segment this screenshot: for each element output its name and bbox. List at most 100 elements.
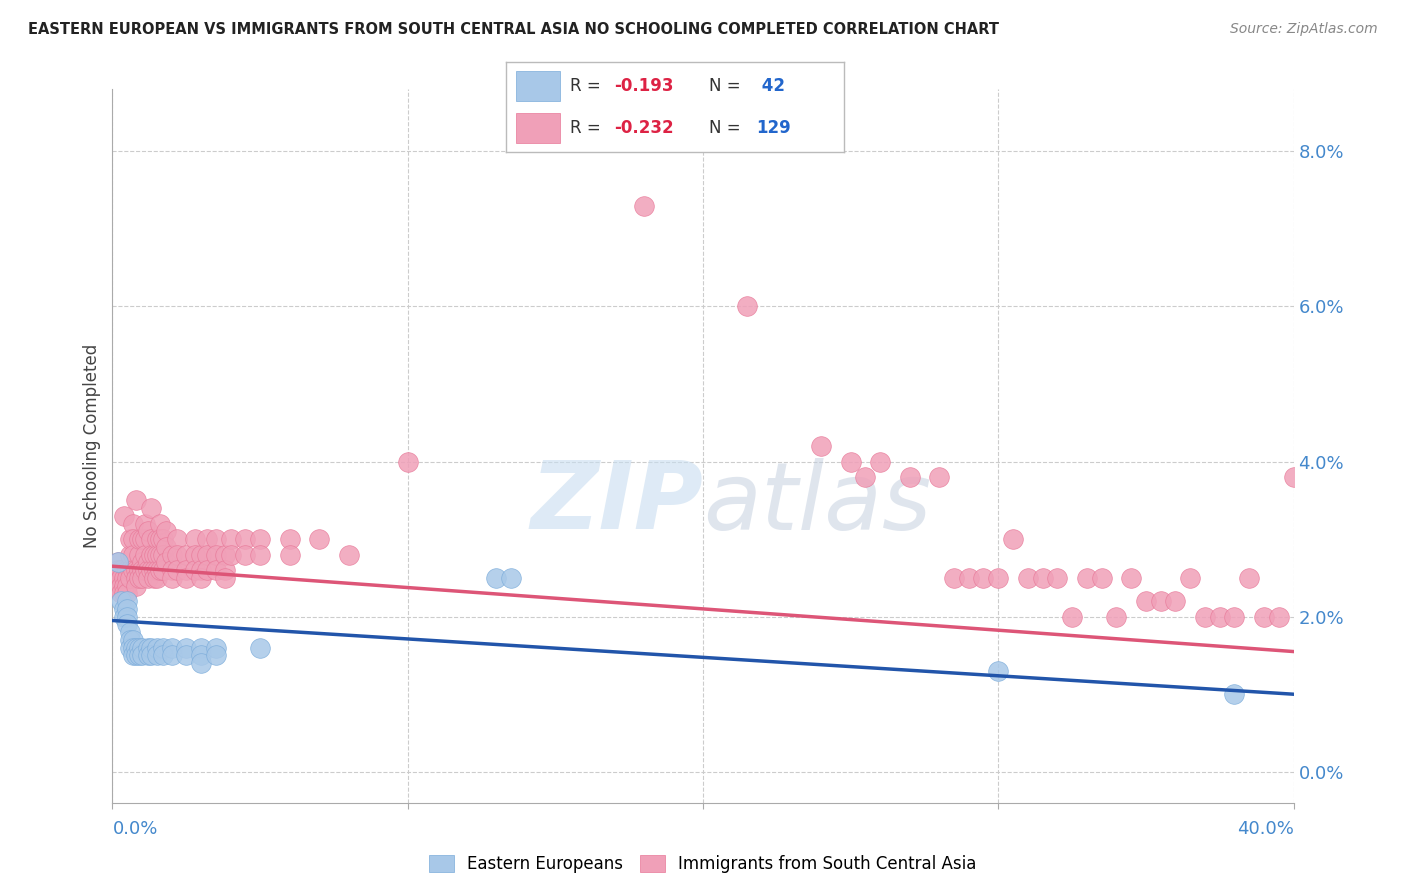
Point	[1032, 571, 1054, 585]
Point	[117, 609, 138, 624]
Text: 40.0%: 40.0%	[1237, 820, 1294, 838]
Bar	[516, 71, 560, 101]
Point	[973, 571, 995, 585]
Point	[987, 664, 1010, 678]
Point	[139, 501, 162, 516]
Point	[122, 548, 145, 562]
Text: 42: 42	[756, 77, 785, 95]
Y-axis label: No Schooling Completed: No Schooling Completed	[83, 344, 101, 548]
Point	[149, 563, 172, 577]
Text: 0.0%: 0.0%	[112, 820, 157, 838]
Text: ZIP: ZIP	[530, 457, 703, 549]
Point	[149, 516, 172, 531]
Point	[122, 648, 145, 663]
Point	[1223, 687, 1246, 701]
Point	[117, 563, 138, 577]
Point	[195, 563, 218, 577]
Point	[131, 571, 153, 585]
Point	[190, 571, 212, 585]
Point	[107, 563, 129, 577]
Bar	[516, 113, 560, 143]
Text: N =: N =	[709, 119, 745, 137]
Point	[139, 563, 162, 577]
Point	[1282, 470, 1305, 484]
Point	[1150, 594, 1173, 608]
Point	[149, 532, 172, 546]
Point	[1076, 571, 1098, 585]
Point	[155, 524, 177, 539]
Point	[1105, 609, 1128, 624]
Text: 129: 129	[756, 119, 790, 137]
Point	[190, 640, 212, 655]
Point	[1164, 594, 1187, 608]
Point	[1223, 609, 1246, 624]
Point	[205, 563, 228, 577]
Point	[146, 648, 169, 663]
Point	[146, 548, 169, 562]
Point	[120, 563, 142, 577]
Point	[112, 579, 135, 593]
Point	[152, 548, 174, 562]
Point	[214, 548, 236, 562]
Point	[633, 198, 655, 212]
Point	[146, 640, 169, 655]
Point	[152, 640, 174, 655]
Point	[136, 555, 159, 569]
Point	[233, 532, 256, 546]
Point	[131, 532, 153, 546]
Point	[1001, 532, 1024, 546]
Point	[205, 648, 228, 663]
Point	[155, 555, 177, 569]
Point	[112, 602, 135, 616]
Point	[134, 532, 156, 546]
Point	[160, 640, 183, 655]
Point	[1239, 571, 1261, 585]
Text: -0.193: -0.193	[614, 77, 673, 95]
Point	[810, 439, 832, 453]
Point	[166, 548, 188, 562]
Point	[112, 586, 135, 600]
Point	[112, 508, 135, 523]
Point	[214, 571, 236, 585]
Point	[1091, 571, 1114, 585]
Point	[152, 532, 174, 546]
Point	[139, 640, 162, 655]
Point	[485, 571, 508, 585]
Point	[142, 571, 165, 585]
Point	[131, 640, 153, 655]
Point	[195, 548, 218, 562]
Point	[249, 548, 271, 562]
Point	[112, 571, 135, 585]
Point	[1208, 609, 1232, 624]
Point	[139, 532, 162, 546]
Point	[1046, 571, 1069, 585]
Point	[205, 532, 228, 546]
Point	[122, 516, 145, 531]
Point	[136, 563, 159, 577]
Point	[160, 648, 183, 663]
Point	[110, 586, 132, 600]
Point	[110, 563, 132, 577]
Point	[219, 532, 242, 546]
Point	[117, 586, 138, 600]
Point	[987, 571, 1010, 585]
Point	[120, 640, 142, 655]
Point	[110, 571, 132, 585]
Point	[160, 571, 183, 585]
Point	[501, 571, 523, 585]
Point	[737, 299, 759, 313]
Text: -0.232: -0.232	[614, 119, 673, 137]
Point	[149, 548, 172, 562]
Point	[120, 548, 142, 562]
Point	[136, 524, 159, 539]
Point	[139, 548, 162, 562]
Point	[131, 563, 153, 577]
Point	[337, 548, 360, 562]
Point	[128, 571, 150, 585]
Point	[134, 563, 156, 577]
Point	[396, 454, 419, 468]
Point	[152, 648, 174, 663]
Point	[110, 594, 132, 608]
Point	[195, 532, 218, 546]
Point	[855, 470, 877, 484]
